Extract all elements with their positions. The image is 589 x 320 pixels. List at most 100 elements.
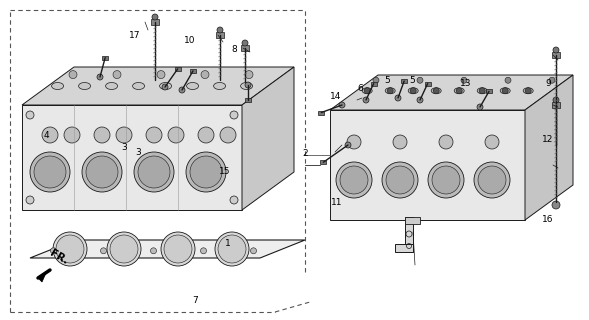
Circle shape	[51, 248, 57, 254]
Circle shape	[110, 235, 138, 263]
Text: 3: 3	[121, 143, 127, 152]
Circle shape	[373, 77, 379, 83]
Ellipse shape	[105, 83, 118, 90]
Circle shape	[101, 248, 107, 254]
Text: 12: 12	[542, 135, 554, 144]
Circle shape	[151, 92, 155, 97]
Circle shape	[64, 127, 80, 143]
Circle shape	[461, 77, 467, 83]
Ellipse shape	[431, 88, 441, 94]
Polygon shape	[190, 80, 210, 102]
Text: 2: 2	[302, 149, 308, 158]
Circle shape	[478, 166, 506, 194]
Text: 17: 17	[128, 31, 140, 40]
Ellipse shape	[500, 88, 510, 94]
Circle shape	[164, 235, 192, 263]
Text: 1: 1	[224, 239, 230, 248]
Circle shape	[220, 127, 236, 143]
Circle shape	[26, 196, 34, 204]
Circle shape	[138, 156, 170, 188]
Circle shape	[198, 127, 214, 143]
Circle shape	[552, 201, 560, 209]
Circle shape	[439, 135, 453, 149]
Polygon shape	[151, 19, 159, 25]
Circle shape	[86, 156, 118, 188]
Circle shape	[347, 135, 361, 149]
Polygon shape	[60, 109, 88, 114]
Circle shape	[218, 235, 246, 263]
Ellipse shape	[214, 83, 226, 90]
Circle shape	[230, 196, 238, 204]
Circle shape	[363, 97, 369, 103]
Ellipse shape	[408, 88, 418, 94]
Circle shape	[155, 91, 165, 101]
Text: 7: 7	[193, 296, 198, 305]
Ellipse shape	[187, 83, 198, 90]
Text: 5: 5	[384, 76, 390, 85]
Ellipse shape	[160, 83, 171, 90]
Polygon shape	[241, 45, 249, 51]
Text: 11: 11	[331, 198, 343, 207]
Circle shape	[157, 71, 165, 79]
Text: 9: 9	[545, 79, 551, 88]
Polygon shape	[120, 93, 148, 98]
Circle shape	[432, 166, 460, 194]
Circle shape	[152, 14, 158, 20]
Circle shape	[215, 232, 249, 266]
Polygon shape	[395, 244, 413, 252]
Circle shape	[195, 81, 205, 91]
Text: 14: 14	[330, 92, 342, 100]
Circle shape	[164, 92, 170, 97]
Circle shape	[56, 235, 84, 263]
Circle shape	[53, 232, 87, 266]
Circle shape	[146, 127, 162, 143]
Circle shape	[417, 77, 423, 83]
Polygon shape	[425, 82, 431, 86]
Text: 5: 5	[409, 76, 415, 85]
Polygon shape	[22, 67, 294, 105]
Ellipse shape	[78, 83, 91, 90]
Text: 3: 3	[135, 148, 141, 157]
Circle shape	[94, 127, 110, 143]
Polygon shape	[401, 79, 407, 83]
Circle shape	[410, 88, 416, 94]
Text: 15: 15	[219, 167, 231, 176]
Circle shape	[74, 116, 80, 121]
Circle shape	[121, 100, 125, 105]
Circle shape	[162, 84, 168, 90]
Text: FR.: FR.	[48, 248, 70, 266]
Polygon shape	[552, 52, 560, 58]
Circle shape	[190, 82, 196, 86]
Circle shape	[26, 111, 34, 119]
Polygon shape	[102, 56, 108, 60]
Circle shape	[417, 97, 423, 103]
Circle shape	[477, 104, 483, 110]
Polygon shape	[174, 67, 181, 71]
Polygon shape	[30, 240, 305, 258]
Circle shape	[125, 99, 135, 109]
Circle shape	[217, 27, 223, 33]
Circle shape	[345, 142, 351, 148]
Ellipse shape	[133, 83, 145, 90]
Polygon shape	[318, 110, 325, 115]
Circle shape	[339, 102, 345, 108]
Circle shape	[382, 162, 418, 198]
Circle shape	[505, 77, 511, 83]
Circle shape	[190, 156, 222, 188]
Polygon shape	[525, 75, 573, 220]
Polygon shape	[370, 82, 376, 86]
Polygon shape	[90, 101, 118, 106]
Circle shape	[242, 40, 248, 46]
Polygon shape	[38, 273, 46, 282]
Polygon shape	[405, 217, 420, 224]
Circle shape	[245, 82, 251, 88]
Circle shape	[95, 107, 105, 117]
Polygon shape	[320, 160, 326, 164]
Circle shape	[250, 248, 256, 254]
Circle shape	[386, 166, 414, 194]
Circle shape	[34, 156, 66, 188]
Circle shape	[364, 88, 370, 94]
Polygon shape	[190, 69, 196, 73]
Circle shape	[553, 202, 559, 208]
Circle shape	[456, 88, 462, 94]
